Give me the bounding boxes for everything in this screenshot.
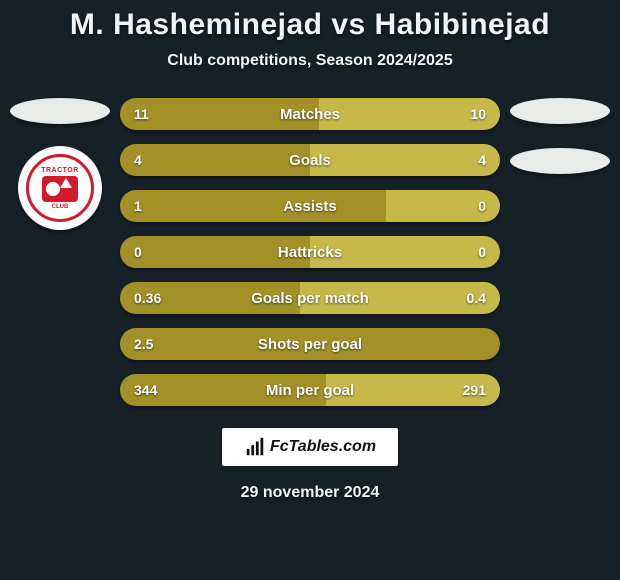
comparison-infographic: M. Hasheminejad vs Habibinejad Club comp… [0,0,620,580]
bar-chart-icon [244,436,266,458]
stat-bar-right [310,144,500,176]
stat-bar-right [326,374,500,406]
stat-bar-left [120,328,500,360]
player-a-club-logo: TRACTOR CLUB [18,146,102,230]
brand-logo: FcTables.com [222,428,398,466]
stat-row: Goals44 [120,144,500,176]
stat-bar-left [120,98,319,130]
stat-bar-left [120,236,310,268]
player-b-avatar-placeholder [510,98,610,124]
stat-bars: Matches1110 Goals44 Assists10 Hattricks00 Go… [120,98,500,406]
stat-row: Matches1110 [120,98,500,130]
player-b-club-placeholder [510,148,610,174]
stat-bar-right [386,190,500,222]
stat-bar-left [120,144,310,176]
stat-bar-left [120,190,386,222]
tractor-icon [42,176,78,202]
stat-bar-left [120,374,326,406]
stat-bar-right [300,282,500,314]
stat-bar-left [120,282,300,314]
stat-row: Shots per goal2.5 [120,328,500,360]
stat-row: Hattricks00 [120,236,500,268]
stat-row: Assists10 [120,190,500,222]
player-a-avatar-placeholder [10,98,110,124]
stat-row: Min per goal344291 [120,374,500,406]
stat-bar-right [310,236,500,268]
club-name-top: TRACTOR [41,167,79,174]
footer-date: 29 november 2024 [0,484,620,502]
main-area: TRACTOR CLUB Matches1110 Goals44 Assists10… [0,98,620,406]
page-title: M. Hasheminejad vs Habibinejad [0,8,620,42]
stat-row: Goals per match0.360.4 [120,282,500,314]
tractor-club-badge: TRACTOR CLUB [26,154,94,222]
stat-bar-right [319,98,500,130]
brand-text: FcTables.com [270,438,376,456]
subtitle: Club competitions, Season 2024/2025 [0,52,620,70]
club-name-bottom: CLUB [52,204,69,210]
